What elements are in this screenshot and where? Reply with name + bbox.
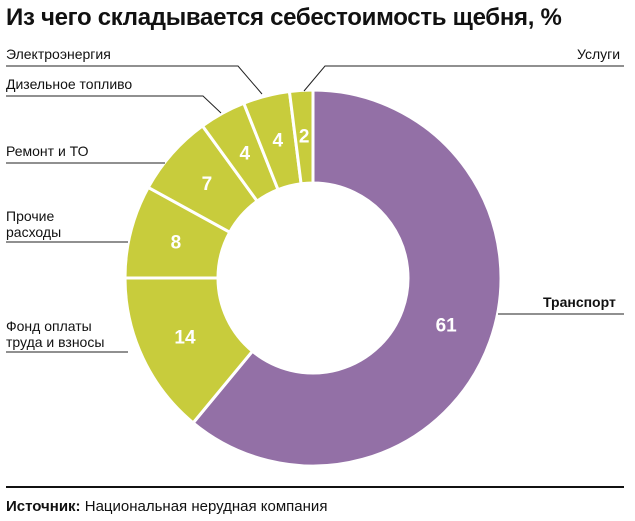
footer-divider bbox=[6, 486, 624, 488]
value-label-4: 7 bbox=[202, 174, 213, 195]
slice-1 bbox=[191, 88, 503, 468]
label-diesel: Дизельное топливо bbox=[6, 76, 133, 92]
chart-title: Из чего складывается себестоимость щебня… bbox=[6, 4, 562, 31]
label-repair: Ремонт и ТО bbox=[6, 143, 89, 159]
source-note: Источник: Национальная нерудная компания bbox=[6, 498, 327, 515]
label-other-line1: Прочие bbox=[6, 208, 55, 224]
leader-services bbox=[303, 65, 624, 92]
source-text: Национальная нерудная компания bbox=[84, 498, 328, 515]
label-other-line2: расходы bbox=[6, 224, 62, 240]
label-payroll-line2: труда и взносы bbox=[6, 334, 105, 350]
donut-slices bbox=[123, 88, 503, 468]
slice-7 bbox=[287, 88, 315, 186]
label-transport: Транспорт bbox=[543, 294, 616, 310]
value-label-2: 14 bbox=[174, 328, 196, 349]
label-payroll-line1: Фонд оплаты bbox=[6, 318, 92, 334]
value-label-6: 4 bbox=[273, 130, 284, 151]
value-label-7: 2 bbox=[299, 126, 310, 147]
value-label-1: 61 bbox=[436, 315, 458, 336]
label-electricity: Электроэнергия bbox=[6, 46, 111, 62]
leader-lines bbox=[6, 65, 624, 353]
value-label-5: 4 bbox=[240, 144, 251, 165]
value-label-3: 8 bbox=[171, 232, 182, 253]
leader-electricity bbox=[6, 65, 263, 95]
label-services: Услуги bbox=[577, 46, 621, 62]
leader-diesel bbox=[6, 95, 222, 114]
source-label: Источник: bbox=[6, 498, 81, 515]
